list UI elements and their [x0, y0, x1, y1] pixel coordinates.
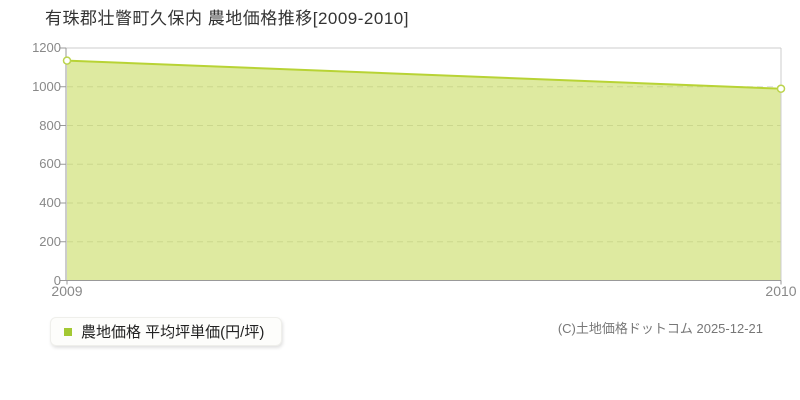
y-tick-label: 1000 — [32, 78, 61, 94]
y-tick-label: 200 — [39, 233, 61, 249]
y-tick-label: 800 — [39, 117, 61, 133]
gridlines — [67, 86, 781, 243]
series-line — [66, 59, 782, 90]
y-tick-label: 600 — [39, 156, 61, 172]
legend-series-marker-icon — [64, 327, 72, 336]
y-tick-label: 0 — [53, 272, 61, 288]
area-fill — [67, 60, 781, 280]
data-markers — [62, 56, 786, 93]
axis-ticks — [60, 47, 782, 285]
page-title: 有珠郡壮瞥町久保内 農地価格推移[2009-2010] — [45, 9, 409, 28]
y-tick-label: 400 — [39, 195, 61, 210]
legend: 農地価格 平均坪単価(円/坪) — [50, 317, 283, 346]
data-point-marker — [62, 56, 72, 65]
y-axis-labels: 0 200 400 600 800 1000 1200 — [0, 0, 61, 400]
copyright-text: (C)土地価格ドットコム 2025-12-21 — [557, 321, 763, 336]
legend-series-label: 農地価格 平均坪単価(円/坪) — [81, 324, 265, 341]
area-series — [66, 59, 782, 280]
x-tick-label: 2009 — [51, 283, 83, 299]
data-point-marker — [776, 84, 786, 93]
x-tick-label: 2010 — [765, 283, 797, 299]
y-tick-label: 1200 — [32, 40, 61, 55]
